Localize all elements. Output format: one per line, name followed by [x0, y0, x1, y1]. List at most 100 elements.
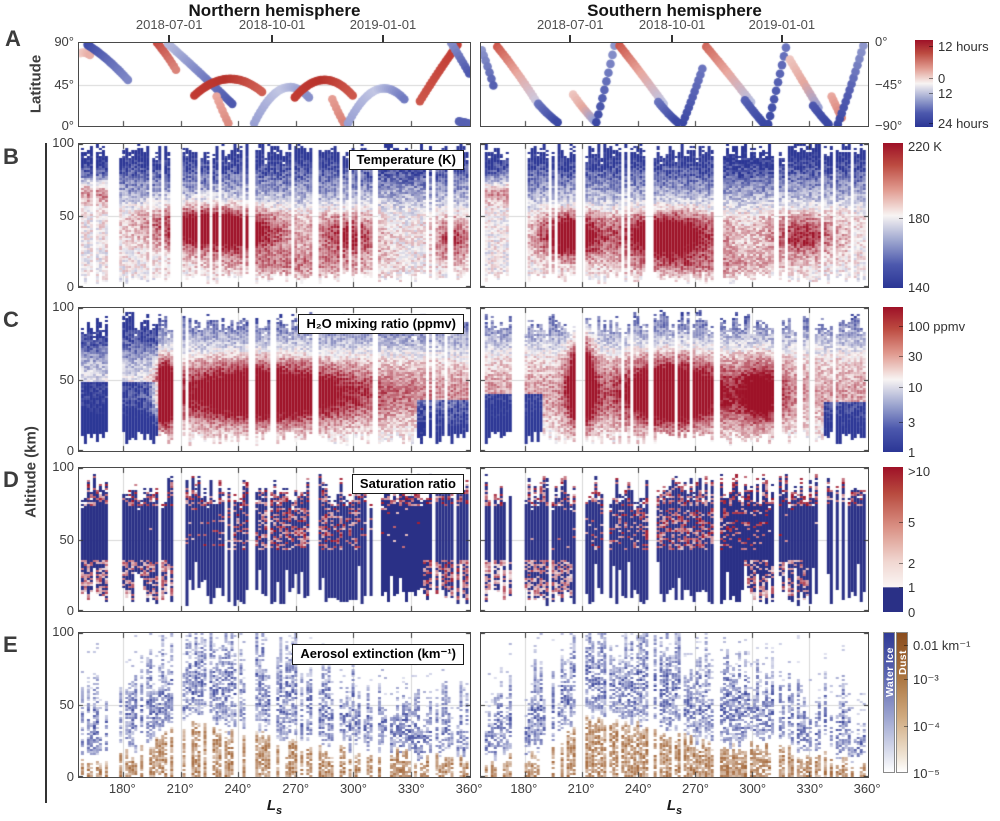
panel-e-south-plot — [480, 632, 869, 778]
ls-axis-label-south: Ls — [480, 797, 869, 817]
ls-subscript: s — [676, 805, 683, 817]
colorbar-value-label: 30 — [908, 349, 923, 365]
colorbar-value-label: 10⁻⁴ — [913, 719, 940, 735]
colorbar-tick — [929, 93, 933, 95]
ls-letter: L — [666, 797, 677, 814]
dust-colorbar-label: Dust — [897, 650, 909, 675]
colorbar-tick — [899, 587, 903, 589]
colorbar-value-label: 0 — [908, 605, 916, 620]
altitude-tick-label: 100 — [52, 624, 74, 639]
saturation-colorbar — [883, 467, 903, 612]
panel-label-a: A — [5, 26, 21, 51]
ls-tick-label: 360° — [455, 781, 483, 796]
colorbar-value-label: 140 — [908, 279, 930, 295]
colorbar-tick — [929, 46, 933, 48]
ls-axis-label-north: Ls — [78, 797, 471, 817]
altitude-tick-label: 50 — [59, 697, 74, 712]
ls-tick-label: 240° — [224, 781, 252, 796]
latitude-tick-label-south: −45° — [875, 76, 903, 92]
panel-label-c: C — [3, 307, 19, 332]
water-ice-colorbar: Water Ice — [883, 632, 896, 773]
date-tick-mark — [671, 35, 673, 42]
colorbar-value-label: 12 — [938, 86, 953, 102]
colorbar-tick — [899, 421, 903, 423]
colorbar-tick — [899, 386, 903, 388]
altitude-tick-label: 50 — [59, 207, 74, 223]
colorbar-tick — [899, 356, 903, 358]
altitude-tick-label: 100 — [52, 459, 74, 474]
panel-a-south-plot — [480, 42, 869, 127]
panel-a-north-canvas — [79, 43, 470, 126]
ls-tick-label: 210° — [166, 781, 194, 796]
ls-tick-label: 330° — [397, 781, 425, 796]
date-tick-mark — [271, 35, 273, 42]
altitude-tick-label: 100 — [52, 135, 74, 150]
colorbar-value-label: 10 — [908, 379, 923, 395]
date-tick-label: 2018-07-01 — [536, 17, 604, 32]
panel-c-south-plot — [480, 307, 869, 452]
southern-hemisphere-title: Southern hemisphere — [587, 1, 762, 20]
colorbar-value-label: 3 — [908, 414, 916, 430]
latitude-tick-label-north: 45° — [54, 76, 74, 92]
date-tick-label: 2019-01-01 — [349, 17, 417, 32]
latitude-tick-label-south: 0° — [875, 34, 888, 49]
h2o-colorbar — [883, 307, 903, 452]
colorbar-value-label: 1 — [908, 445, 916, 460]
ls-tick-label: 180° — [108, 781, 136, 796]
colorbar-tick — [899, 522, 903, 524]
colorbar-value-label: 24 hours — [938, 115, 989, 131]
ls-tick-label: 270° — [682, 781, 709, 796]
colorbar-value-label: 180 — [908, 211, 930, 227]
panel-b-south-plot — [480, 143, 869, 288]
panel-d-south-canvas — [481, 468, 868, 611]
ls-tick-label: 300° — [739, 781, 767, 796]
colorbar-tick — [899, 218, 903, 220]
colorbar-value-label: 1 — [908, 580, 916, 596]
colorbar-tick — [899, 562, 903, 564]
panel-a-south-canvas — [481, 43, 868, 126]
date-tick-mark — [781, 35, 783, 42]
colorbar-value-label: 100 ppmv — [908, 318, 966, 334]
altitude-tick-label: 50 — [59, 531, 74, 547]
ls-tick-label: 240° — [624, 781, 652, 796]
latitude-tick-label-south: −90° — [875, 118, 903, 133]
dust-colorbar: Dust — [896, 632, 909, 773]
panel-b-south-canvas — [481, 144, 868, 287]
ls-subscript: s — [276, 805, 283, 817]
ls-tick-label: 300° — [340, 781, 367, 796]
date-tick-label: 2018-10-01 — [638, 17, 706, 32]
panel-label-e: E — [3, 632, 18, 657]
temperature-colorbar — [883, 143, 903, 288]
altitude-tick-label: 100 — [52, 299, 74, 314]
colorbar-tick — [904, 644, 908, 646]
temperature-panel-title: Temperature (K) — [348, 150, 464, 170]
altitude-axis-spine — [45, 143, 47, 803]
local-time-colorbar — [915, 40, 933, 127]
ls-tick-label: 270° — [282, 781, 310, 796]
colorbar-value-label: 5 — [908, 515, 916, 531]
ls-letter: L — [266, 797, 277, 814]
colorbar-value-label: 2 — [908, 555, 916, 571]
aerosol-extinction-panel-title: Aerosol extinction (km⁻¹) — [292, 644, 464, 665]
altitude-tick-label: 0 — [66, 769, 74, 784]
altitude-tick-label: 0 — [66, 279, 74, 294]
date-tick-label: 2019-01-01 — [748, 17, 816, 32]
panel-c-south-canvas — [481, 308, 868, 451]
water-ice-colorbar-label: Water Ice — [884, 647, 896, 697]
colorbar-value-label: 0 — [938, 71, 946, 87]
colorbar-value-label: 12 hours — [938, 39, 989, 55]
panel-e-south-canvas — [481, 633, 868, 777]
colorbar-tick — [904, 726, 908, 728]
latitude-tick-label-north: 0° — [61, 118, 74, 133]
date-tick-label: 2018-10-01 — [238, 17, 306, 32]
ls-tick-label: 360° — [853, 781, 881, 796]
date-tick-mark — [569, 35, 571, 42]
saturation-ratio-panel-title: Saturation ratio — [351, 474, 464, 494]
h2o-mixing-ratio-panel-title: H₂O mixing ratio (ppmv) — [298, 314, 464, 334]
panel-d-south-plot — [480, 467, 869, 612]
panel-a-north-plot — [78, 42, 471, 127]
altitude-tick-label: 0 — [66, 603, 74, 618]
colorbar-tick — [899, 325, 903, 327]
date-tick-mark — [168, 35, 170, 42]
